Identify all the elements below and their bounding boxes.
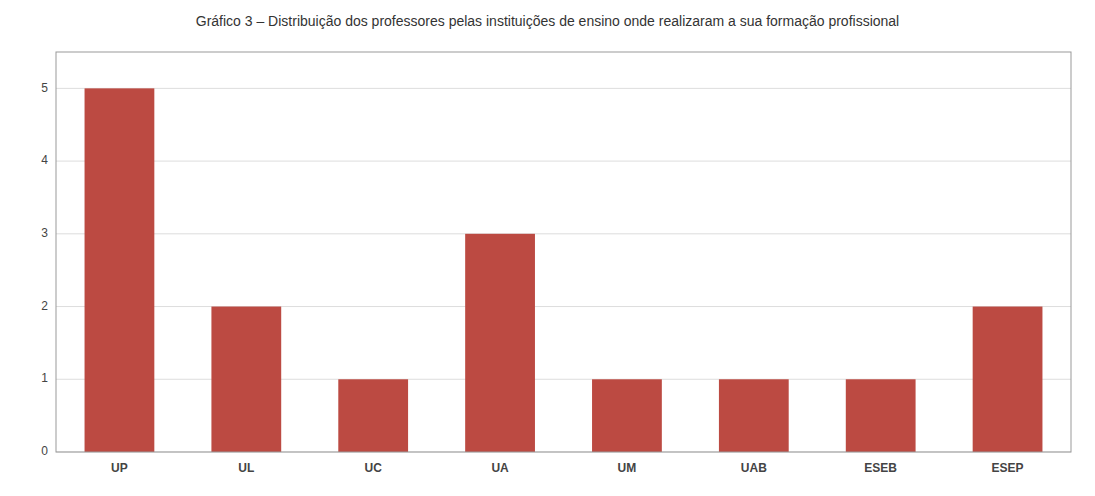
bars bbox=[85, 88, 1043, 452]
bar bbox=[973, 307, 1043, 452]
grid-line bbox=[56, 233, 1071, 234]
x-tick-label: UC bbox=[365, 461, 383, 475]
x-tick-label: UM bbox=[618, 461, 637, 475]
grid-line bbox=[56, 379, 1071, 380]
chart-container: Gráfico 3 – Distribuição dos professores… bbox=[0, 0, 1095, 496]
x-tick-label: UA bbox=[491, 461, 509, 475]
chart-svg: Gráfico 3 – Distribuição dos professores… bbox=[0, 0, 1095, 496]
bar bbox=[338, 379, 408, 452]
y-tick-label: 3 bbox=[41, 226, 48, 240]
grid-line bbox=[56, 161, 1071, 162]
x-tick-label: UAB bbox=[741, 461, 767, 475]
grid bbox=[56, 88, 1071, 452]
title: Gráfico 3 – Distribuição dos professores… bbox=[196, 13, 899, 29]
bar bbox=[846, 379, 916, 452]
y-tick-label: 1 bbox=[41, 371, 48, 385]
bar bbox=[719, 379, 789, 452]
bar bbox=[211, 307, 281, 452]
bar bbox=[85, 88, 155, 452]
x-tick-label: ESEB bbox=[864, 461, 897, 475]
x-tick-label: UL bbox=[238, 461, 254, 475]
grid-line bbox=[56, 306, 1071, 307]
y-tick-label: 2 bbox=[41, 299, 48, 313]
grid-line bbox=[56, 88, 1071, 89]
plot-frame bbox=[56, 52, 1071, 452]
y-tick-label: 0 bbox=[41, 444, 48, 458]
x-tick-label: UP bbox=[111, 461, 128, 475]
x-tick-label: ESEP bbox=[992, 461, 1024, 475]
y-tick-label: 4 bbox=[41, 153, 48, 167]
bar bbox=[592, 379, 662, 452]
bar bbox=[465, 234, 535, 452]
y-tick-label: 5 bbox=[41, 81, 48, 95]
